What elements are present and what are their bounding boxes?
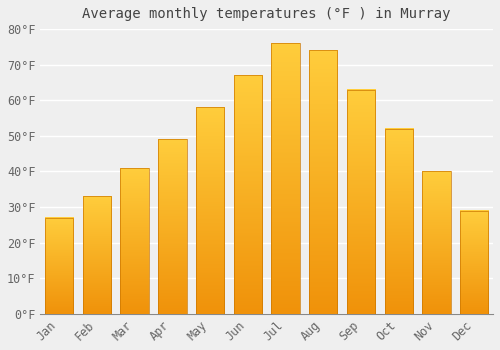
Bar <box>422 172 450 314</box>
Bar <box>272 43 299 314</box>
Bar <box>347 90 375 314</box>
Title: Average monthly temperatures (°F ) in Murray: Average monthly temperatures (°F ) in Mu… <box>82 7 451 21</box>
Bar <box>196 107 224 314</box>
Bar <box>158 139 186 314</box>
Bar <box>45 218 74 314</box>
Bar <box>384 129 413 314</box>
Bar <box>120 168 149 314</box>
Bar <box>309 50 338 314</box>
Bar <box>83 196 111 314</box>
Bar <box>460 211 488 314</box>
Bar <box>234 75 262 314</box>
